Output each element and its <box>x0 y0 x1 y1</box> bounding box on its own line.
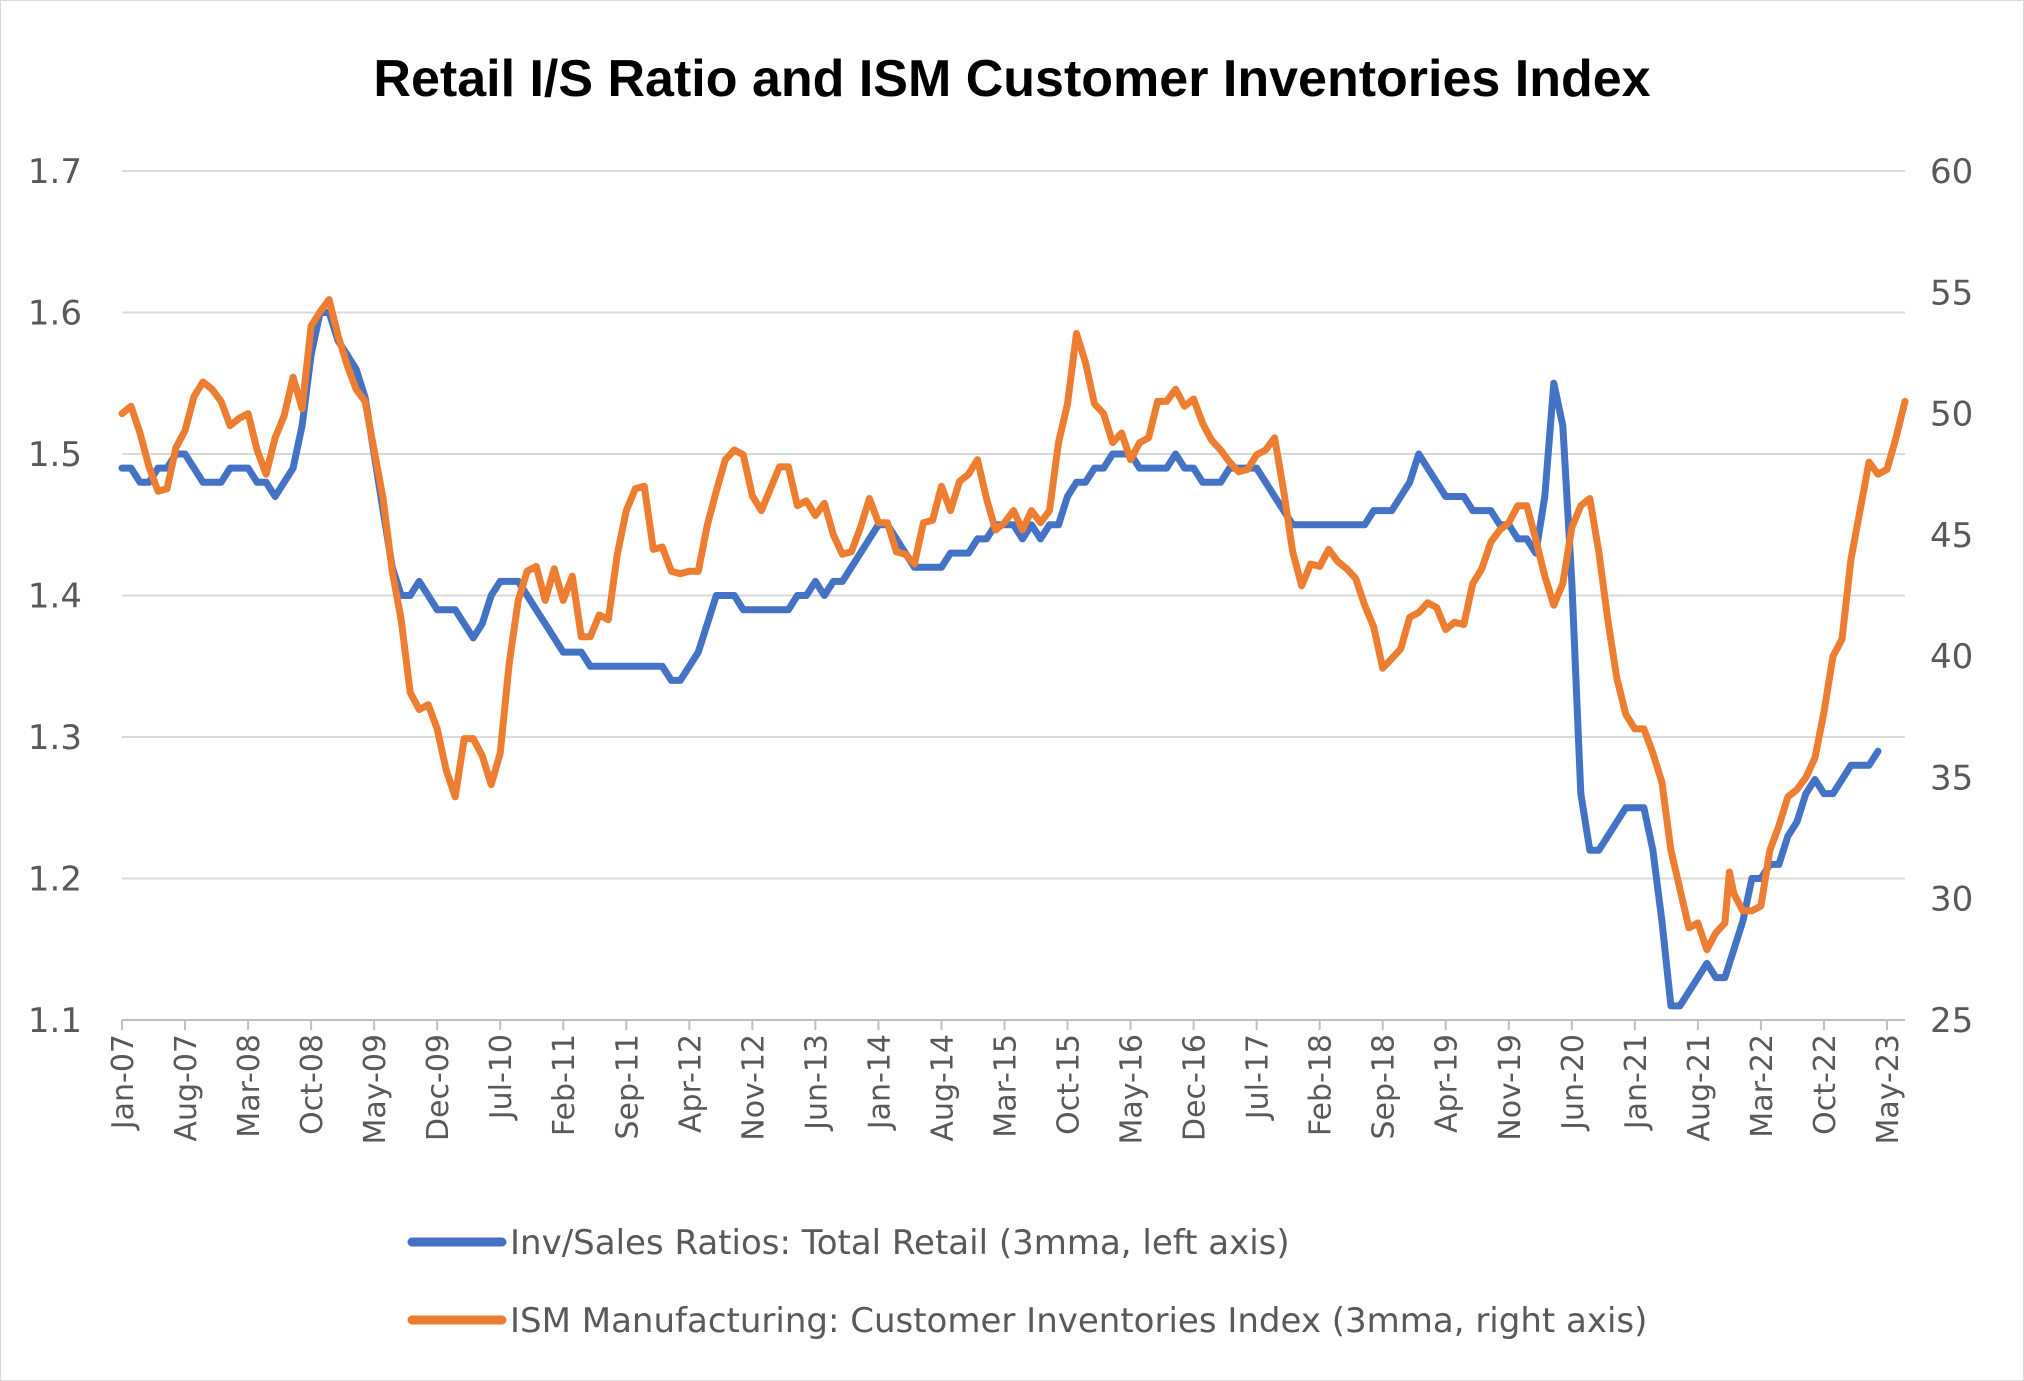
x-tick-label: Jan-07 <box>106 1034 141 1131</box>
x-tick-label: Oct-08 <box>295 1034 330 1135</box>
left-tick-label: 1.1 <box>28 1001 82 1041</box>
x-tick-label: Aug-21 <box>1682 1034 1717 1142</box>
x-tick-label: Jan-21 <box>1619 1034 1654 1131</box>
x-tick-label: May-16 <box>1115 1034 1150 1145</box>
right-tick-label: 45 <box>1930 516 1973 556</box>
right-axis-ticks: 25 30 35 40 45 50 55 60 <box>1930 152 1973 1041</box>
x-tick-label: Feb-11 <box>547 1034 582 1136</box>
x-tick-label: Jul-17 <box>1241 1034 1276 1121</box>
left-tick-label: 1.3 <box>28 718 82 758</box>
left-axis-ticks: 1.1 1.2 1.3 1.4 1.5 1.6 1.7 <box>28 152 82 1041</box>
left-tick-label: 1.4 <box>28 577 82 617</box>
x-tick-label: Aug-07 <box>169 1034 204 1142</box>
x-tick-label: Jul-10 <box>484 1034 519 1121</box>
right-tick-label: 25 <box>1930 1001 1973 1041</box>
right-tick-label: 35 <box>1930 758 1973 798</box>
x-tick-label: Dec-16 <box>1178 1034 1213 1141</box>
left-tick-label: 1.2 <box>28 860 82 900</box>
x-tick-label: May-09 <box>358 1034 393 1145</box>
x-tick-label: Jan-14 <box>862 1034 897 1131</box>
left-tick-label: 1.5 <box>28 435 82 475</box>
x-tick-label: Feb-18 <box>1304 1034 1339 1136</box>
x-tick-label: Mar-08 <box>232 1034 267 1138</box>
legend-label-retail: Inv/Sales Ratios: Total Retail (3mma, le… <box>510 1223 1290 1263</box>
x-tick-label: May-23 <box>1871 1034 1906 1145</box>
x-tick-label: Jun-13 <box>799 1034 834 1132</box>
x-tick-label: Aug-14 <box>925 1034 960 1142</box>
x-tick-label: Sep-18 <box>1367 1034 1402 1140</box>
chart-title: Retail I/S Ratio and ISM Customer Invent… <box>373 50 1650 108</box>
right-tick-label: 60 <box>1930 152 1973 192</box>
x-tick-label: Apr-19 <box>1430 1034 1465 1133</box>
x-tick-label: Jun-20 <box>1556 1034 1591 1132</box>
right-tick-label: 30 <box>1930 880 1973 920</box>
x-axis-ticks: Jan-07 Aug-07 Mar-08 Oct-08 May-09 Dec-09 Jul-… <box>106 1034 1906 1145</box>
right-tick-label: 55 <box>1930 273 1973 313</box>
legend-label-ism: ISM Manufacturing: Customer Inventories … <box>510 1301 1647 1341</box>
left-tick-label: 1.7 <box>28 152 82 192</box>
x-tick-label: Mar-22 <box>1745 1034 1780 1138</box>
x-tick-label: Dec-09 <box>421 1034 456 1141</box>
series-layer <box>118 296 1909 1010</box>
legend: Inv/Sales Ratios: Total Retail (3mma, le… <box>407 1223 1647 1341</box>
left-tick-label: 1.6 <box>28 294 82 334</box>
x-tick-label: Nov-12 <box>736 1034 771 1141</box>
x-tick-label: Apr-12 <box>673 1034 708 1133</box>
x-tick-label: Oct-15 <box>1052 1034 1087 1135</box>
gridlines <box>122 170 1905 880</box>
series-line-ism-customer-inventories <box>118 296 1909 954</box>
right-tick-label: 40 <box>1930 637 1973 677</box>
x-tick-label: Nov-19 <box>1493 1034 1528 1141</box>
x-tick-label: Sep-11 <box>610 1034 645 1140</box>
x-tick-label: Mar-15 <box>988 1034 1023 1138</box>
x-tick-label: Oct-22 <box>1808 1034 1843 1135</box>
axes <box>121 1019 1905 1030</box>
right-tick-label: 50 <box>1930 395 1973 435</box>
